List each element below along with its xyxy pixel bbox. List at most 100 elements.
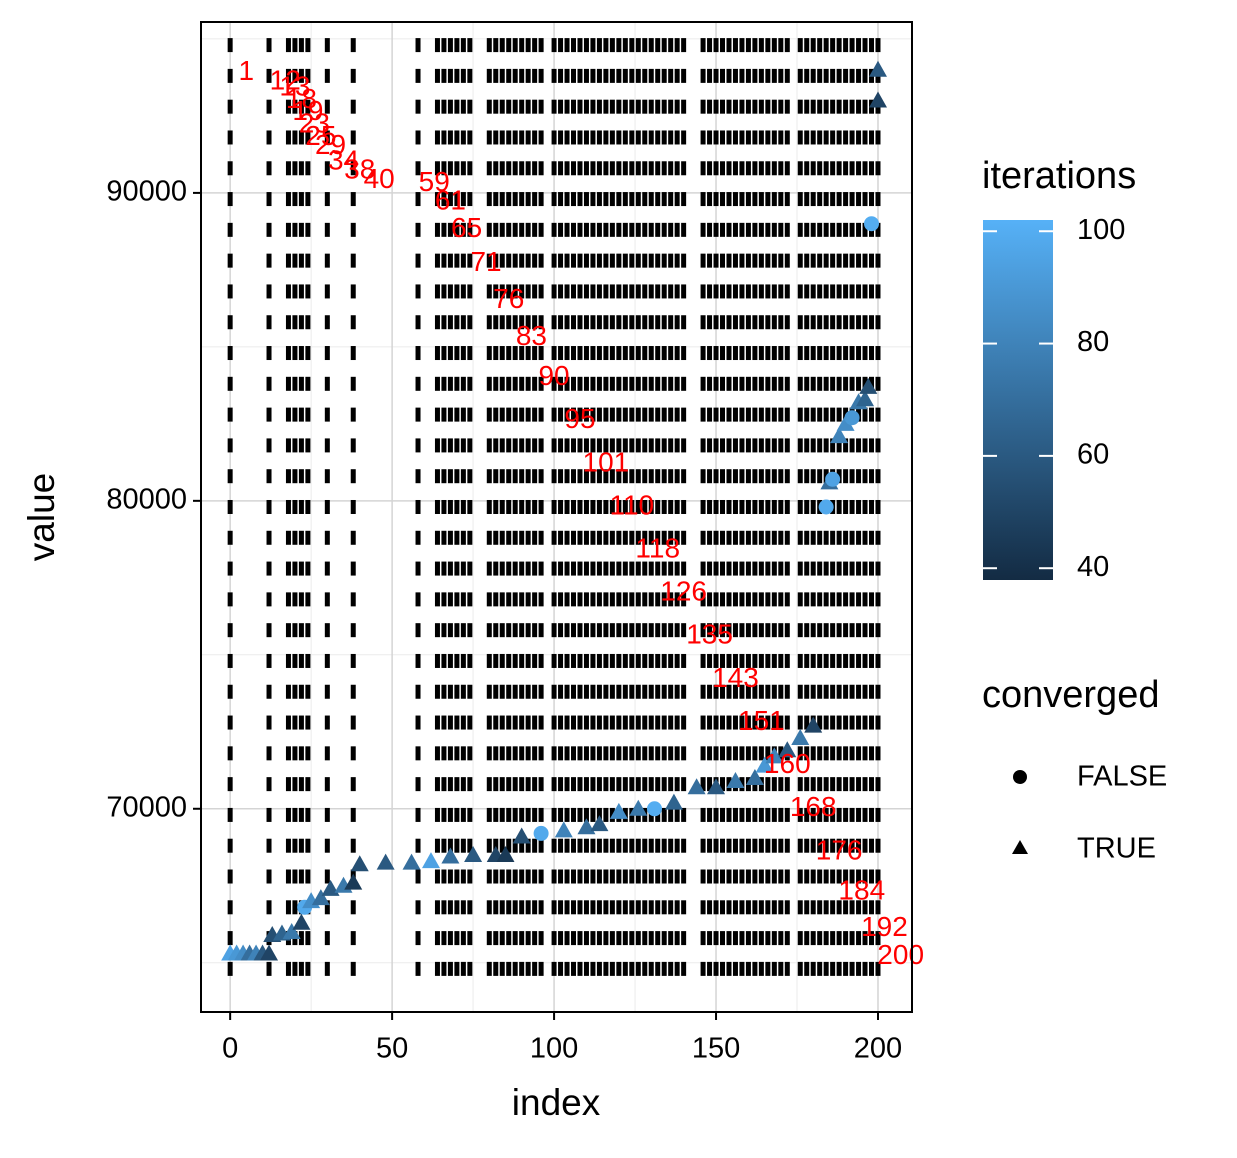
dash xyxy=(590,561,596,576)
dash xyxy=(460,499,466,514)
dash xyxy=(732,499,738,514)
dash xyxy=(266,961,272,976)
dash xyxy=(752,38,758,53)
dash xyxy=(285,438,291,453)
dash xyxy=(700,469,706,484)
dash xyxy=(668,592,674,607)
dash xyxy=(512,561,518,576)
dash xyxy=(869,931,875,946)
dash xyxy=(227,715,233,730)
dash xyxy=(707,869,713,884)
dash xyxy=(700,715,706,730)
dash xyxy=(856,777,862,792)
dash xyxy=(804,99,810,114)
dash xyxy=(558,469,564,484)
dash xyxy=(564,838,570,853)
dash xyxy=(830,561,836,576)
dash xyxy=(810,253,816,268)
dash xyxy=(519,315,525,330)
dash xyxy=(512,315,518,330)
dash xyxy=(538,746,544,761)
dash xyxy=(596,931,602,946)
dash xyxy=(467,592,473,607)
dash xyxy=(726,715,732,730)
dash xyxy=(590,900,596,915)
dash xyxy=(415,499,421,514)
dash xyxy=(571,499,577,514)
dash xyxy=(499,653,505,668)
point xyxy=(533,825,549,841)
dash xyxy=(512,99,518,114)
y-tick-label: 70000 xyxy=(106,791,187,823)
dash xyxy=(285,407,291,422)
dash xyxy=(700,931,706,946)
dash xyxy=(350,253,356,268)
dash xyxy=(292,68,298,83)
dash xyxy=(467,623,473,638)
dash xyxy=(784,130,790,145)
dash xyxy=(415,961,421,976)
dash xyxy=(519,346,525,361)
dash xyxy=(817,38,823,53)
dash xyxy=(810,931,816,946)
dash xyxy=(499,99,505,114)
dash xyxy=(305,130,311,145)
dash xyxy=(324,161,330,176)
dash xyxy=(596,222,602,237)
dash xyxy=(668,931,674,946)
dash xyxy=(525,192,531,207)
dash xyxy=(467,961,473,976)
dash xyxy=(778,315,784,330)
dash xyxy=(434,284,440,299)
dash xyxy=(292,161,298,176)
dash xyxy=(810,438,816,453)
dash xyxy=(700,222,706,237)
dash xyxy=(467,684,473,699)
dash xyxy=(467,346,473,361)
dash xyxy=(797,777,803,792)
dash xyxy=(635,746,641,761)
dash xyxy=(875,192,881,207)
dash xyxy=(558,99,564,114)
dash xyxy=(486,961,492,976)
dash xyxy=(843,192,849,207)
dash xyxy=(324,715,330,730)
dash xyxy=(538,376,544,391)
dash xyxy=(441,900,447,915)
dash xyxy=(849,469,855,484)
dash xyxy=(765,130,771,145)
dash xyxy=(454,653,460,668)
dash xyxy=(797,499,803,514)
dash xyxy=(765,838,771,853)
dash xyxy=(804,807,810,822)
dash xyxy=(447,869,453,884)
dash xyxy=(590,869,596,884)
dash xyxy=(493,592,499,607)
dash xyxy=(577,807,583,822)
dash xyxy=(856,222,862,237)
dash xyxy=(843,807,849,822)
dash xyxy=(869,284,875,299)
dash xyxy=(700,130,706,145)
dash xyxy=(616,623,622,638)
dash xyxy=(635,530,641,545)
dash xyxy=(681,346,687,361)
dash xyxy=(532,900,538,915)
dash xyxy=(849,130,855,145)
dash xyxy=(681,684,687,699)
dash xyxy=(298,961,304,976)
dash xyxy=(609,161,615,176)
dash xyxy=(571,715,577,730)
dash xyxy=(713,407,719,422)
dash xyxy=(551,653,557,668)
data-label: 18 xyxy=(286,83,317,114)
dash xyxy=(305,746,311,761)
dash xyxy=(655,222,661,237)
data-label: 143 xyxy=(712,662,759,693)
dash xyxy=(765,684,771,699)
dash xyxy=(674,407,680,422)
dash xyxy=(674,623,680,638)
dash xyxy=(447,961,453,976)
dash xyxy=(324,192,330,207)
dash xyxy=(441,746,447,761)
